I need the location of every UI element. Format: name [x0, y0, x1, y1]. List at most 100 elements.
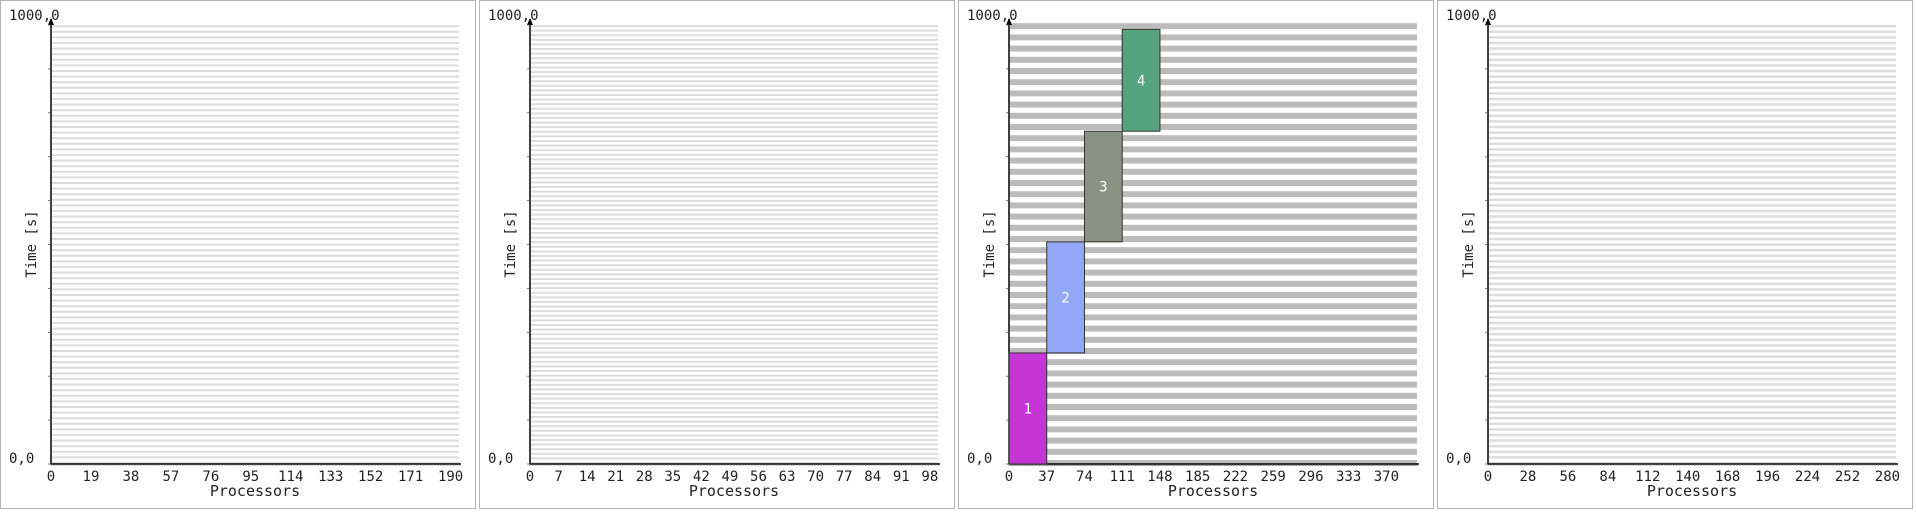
- origin-label: 0,0: [9, 451, 34, 467]
- y-max-label: 1000,0: [967, 8, 1018, 24]
- grid-line: [52, 305, 459, 308]
- grid-line: [1010, 191, 1417, 198]
- x-tick-label: 95: [242, 469, 259, 485]
- grid-line: [531, 370, 938, 372]
- x-tick-label: 112: [1635, 469, 1660, 485]
- x-tick-label: 0: [1005, 469, 1013, 485]
- grid-line: [1489, 271, 1896, 274]
- grid-line: [1489, 310, 1896, 314]
- x-axis-label: Processors: [210, 482, 300, 500]
- grid-line: [1010, 79, 1417, 86]
- grid-line: [1010, 101, 1417, 108]
- origin-label: 0,0: [1446, 451, 1471, 467]
- grid-line: [52, 154, 459, 156]
- x-tick-label: 252: [1835, 469, 1860, 485]
- grid-line: [1489, 456, 1896, 459]
- grid-line: [52, 271, 459, 274]
- grid-line: [531, 245, 938, 248]
- grid-line: [531, 103, 938, 106]
- x-tick-label: 56: [1559, 469, 1576, 485]
- origin-label: 0,0: [967, 451, 992, 467]
- grid-line: [1489, 69, 1896, 73]
- grid-line: [531, 365, 938, 368]
- grid-line: [531, 209, 938, 211]
- grid-line: [531, 144, 938, 147]
- grid-line: [52, 42, 459, 44]
- grid-line: [1010, 314, 1417, 321]
- grid-line: [52, 30, 459, 33]
- grid-line: [1010, 258, 1417, 265]
- grid-line: [531, 158, 938, 161]
- grid-line: [52, 366, 459, 369]
- grid-line: [1489, 299, 1896, 302]
- grid-line: [1010, 280, 1417, 287]
- x-tick-label: 171: [398, 469, 423, 485]
- x-tick-label: 224: [1795, 469, 1820, 485]
- grid-line: [52, 86, 459, 89]
- grid-line: [531, 356, 938, 359]
- x-tick-label: 152: [358, 469, 383, 485]
- grid-line: [1489, 176, 1896, 179]
- grid-line: [531, 149, 938, 152]
- grid-line: [52, 120, 459, 123]
- x-tick-label: 280: [1875, 469, 1900, 485]
- job-4-label: 4: [1137, 73, 1145, 89]
- grid-line: [1489, 439, 1896, 442]
- grid-line: [52, 187, 459, 190]
- grid-line: [52, 383, 459, 386]
- grid-line: [531, 360, 938, 363]
- panel-2: 0 7 14 21 28 35 42 49 56 63 70 77 84 91 98 1000,0 0,0 Pro…: [479, 0, 955, 509]
- grid-line: [531, 98, 938, 101]
- grid-line: [52, 260, 459, 263]
- x-tick-label: 140: [1675, 469, 1700, 485]
- grid-line: [531, 121, 938, 124]
- panel-3: 0 37 74 111 148 185 222 259 296 333 370 1000,0 0,0 Pr…: [958, 0, 1434, 509]
- grid-line: [531, 250, 938, 253]
- grid-line: [52, 226, 459, 229]
- grid-line: [52, 131, 459, 134]
- grid-line: [531, 140, 938, 142]
- grid-line: [531, 218, 938, 221]
- grid-line: [531, 107, 938, 110]
- grid-line: [52, 282, 459, 285]
- grid-line: [52, 114, 459, 117]
- grid-line: [52, 98, 459, 100]
- grid-line: [1489, 372, 1896, 375]
- grid-line: [1489, 461, 1896, 465]
- job-2-label: 2: [1061, 290, 1069, 306]
- grid-line: [1489, 209, 1896, 213]
- x-tick-label: 0: [47, 469, 55, 485]
- grid-line: [1489, 80, 1896, 84]
- grid-line: [531, 195, 938, 198]
- x-tick-label: 222: [1223, 469, 1248, 485]
- grid-line: [1489, 248, 1896, 252]
- grid-line: [1489, 131, 1896, 134]
- panel-4: 0 28 56 84 112 140 168 196 224 252 280 1000,0 0,0 Pro…: [1437, 0, 1913, 509]
- grid-line: [531, 351, 938, 354]
- grid-line: [1010, 213, 1417, 220]
- grid-line: [1489, 47, 1896, 50]
- grid-line: [1010, 370, 1417, 377]
- grid-line: [52, 428, 459, 431]
- grid-line: [531, 282, 938, 285]
- grid-line: [531, 29, 938, 32]
- grid-line: [1489, 237, 1896, 241]
- grid-line: [531, 448, 938, 451]
- grid-line: [52, 204, 459, 207]
- grid-line: [531, 374, 938, 377]
- grid-line: [1010, 325, 1417, 332]
- grid-line: [52, 254, 459, 257]
- grid: [52, 25, 459, 464]
- grid-line: [531, 393, 938, 395]
- grid-line: [531, 278, 938, 280]
- grid-line: [1489, 159, 1896, 162]
- grid: [1489, 24, 1896, 465]
- y-axis-arrow: [1006, 18, 1012, 25]
- grid-line: [52, 148, 459, 151]
- grid-line: [52, 64, 459, 67]
- y-max-label: 1000,0: [488, 8, 539, 24]
- grid-line: [531, 287, 938, 290]
- grid-line: [1489, 327, 1896, 330]
- job-4-bar: [1121, 28, 1161, 132]
- grid-line: [52, 327, 459, 330]
